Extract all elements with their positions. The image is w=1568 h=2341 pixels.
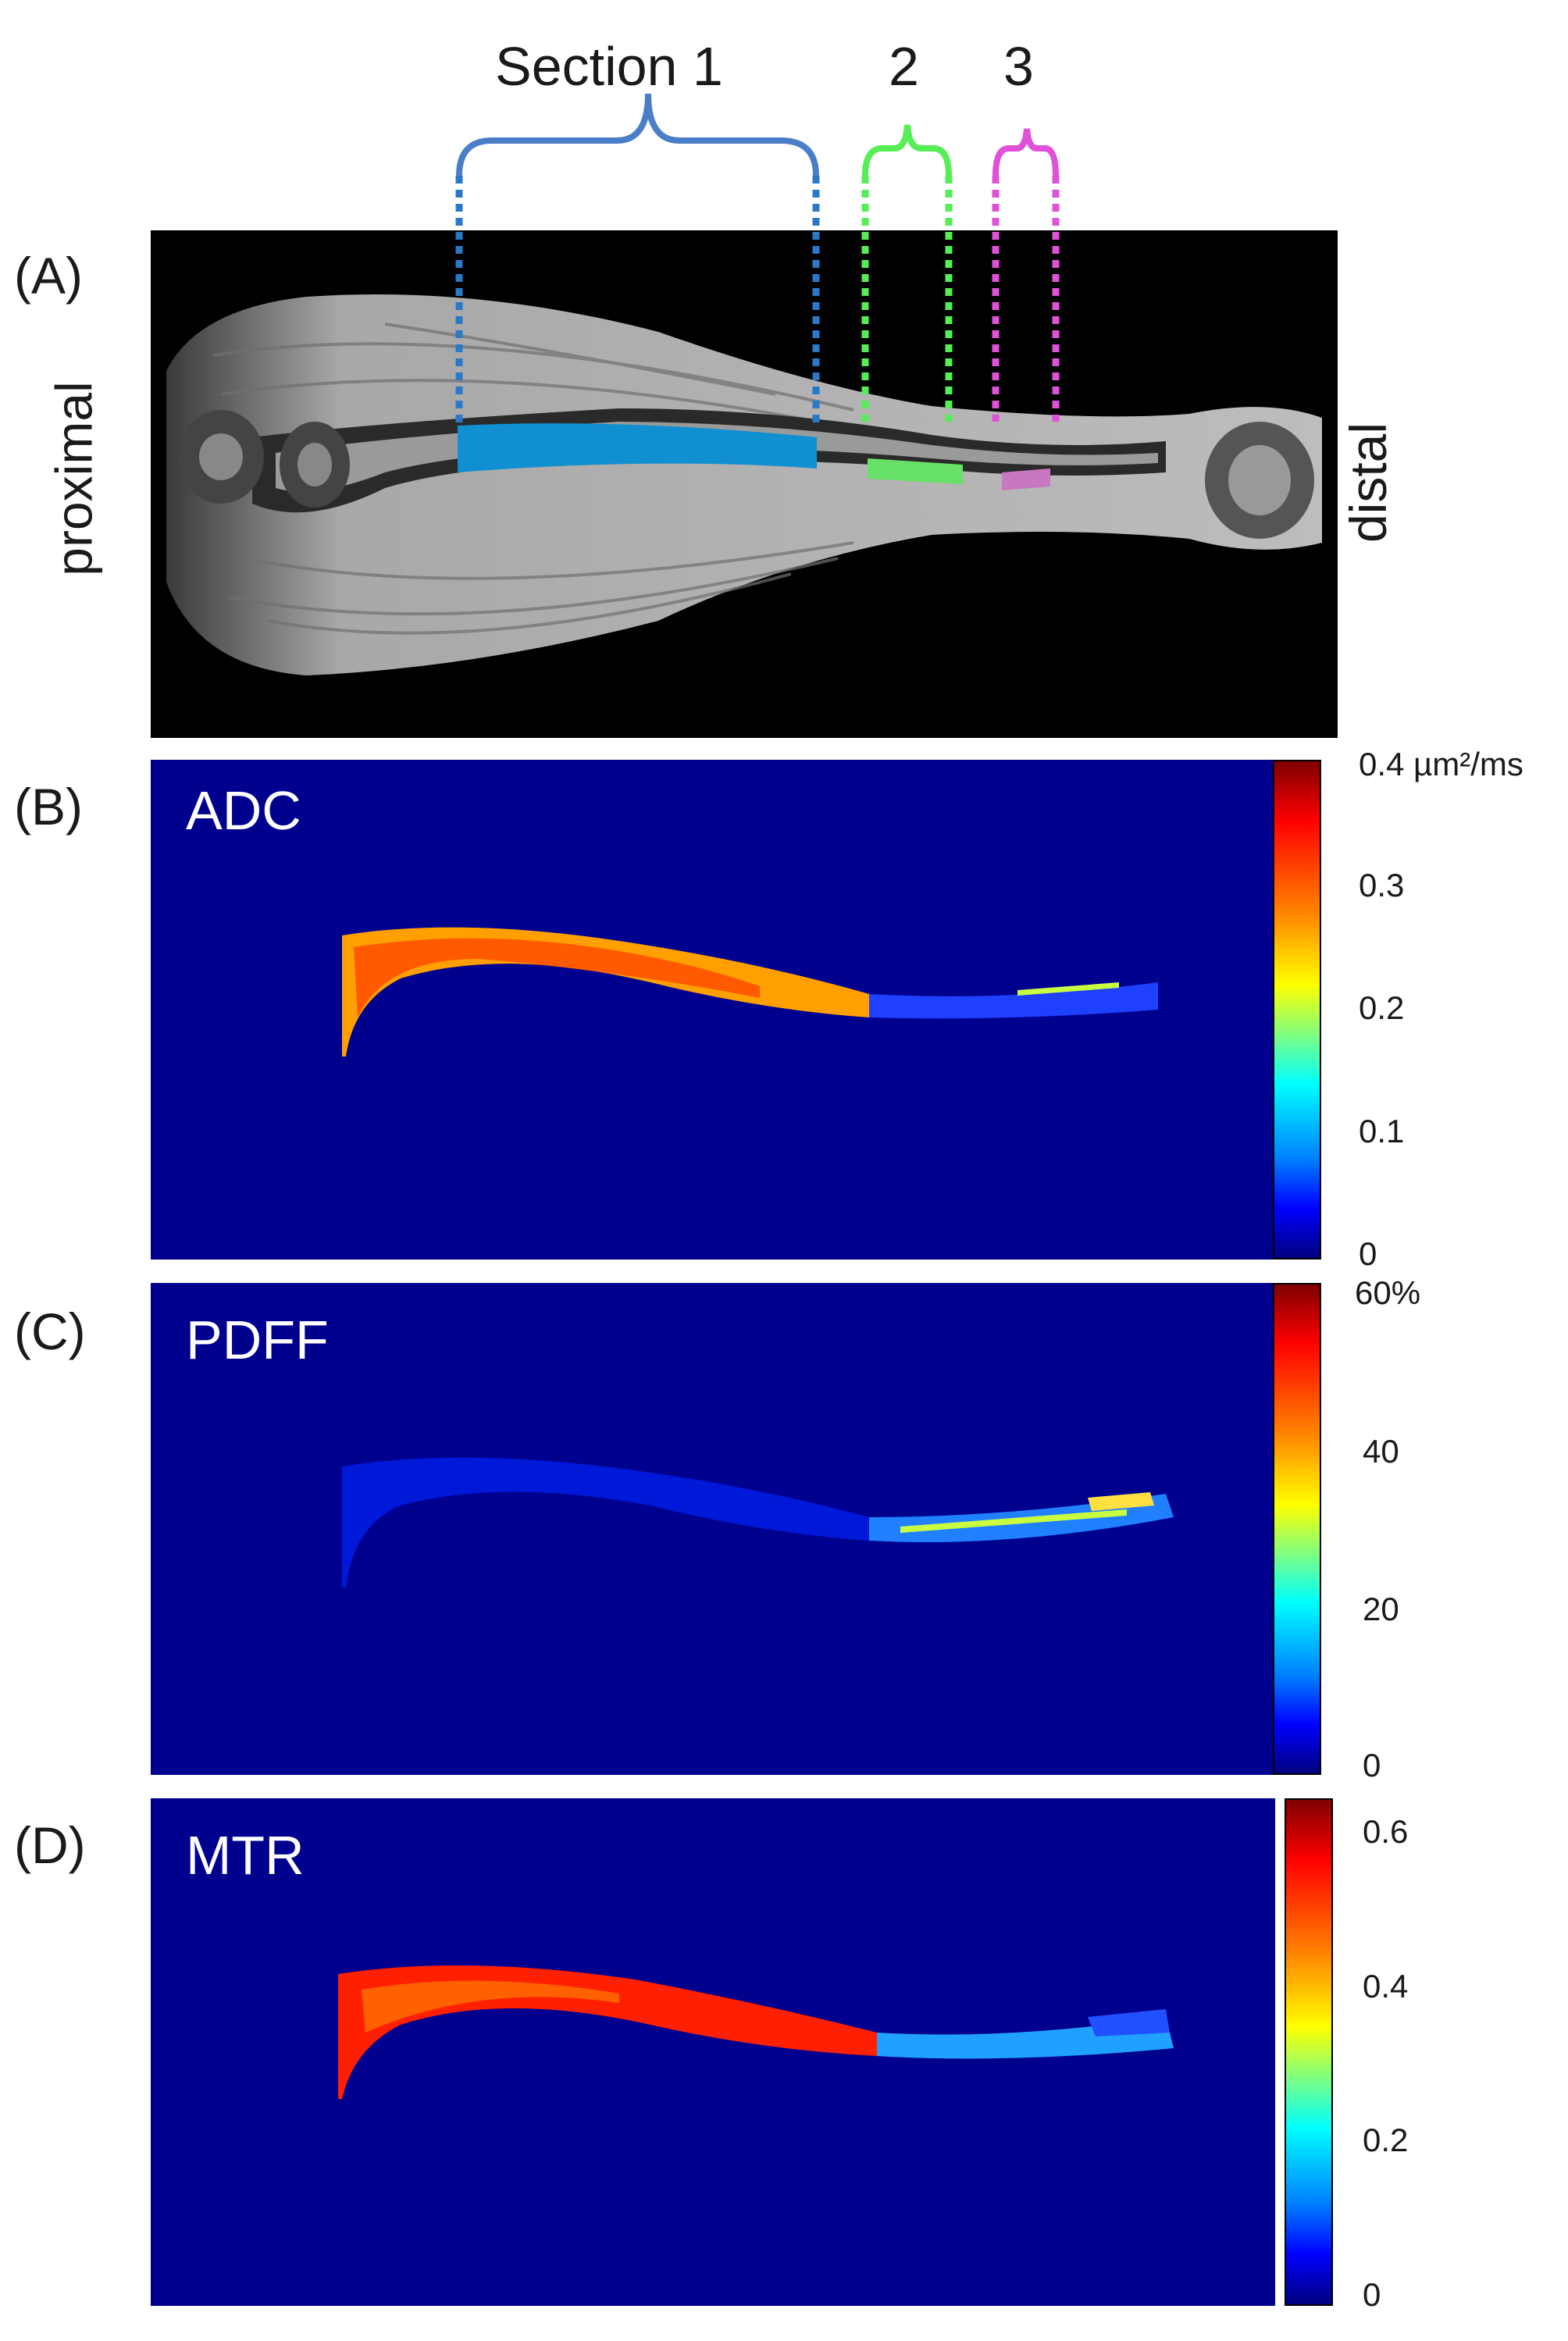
panel-d-letter: (D) <box>14 1816 86 1874</box>
proximal-label: proximal <box>45 381 103 576</box>
mtr-title: MTR <box>186 1825 305 1886</box>
pdff-tick: 20 <box>1363 1591 1399 1627</box>
mtr-tick: 0.2 <box>1363 2122 1409 2158</box>
mri-longitudinal-image <box>151 230 1338 738</box>
pdff-bone-signal <box>342 1457 1174 1587</box>
pdff-tick: 0 <box>1363 1747 1381 1783</box>
section-3-label: 3 <box>1003 36 1034 97</box>
mtr-colorbar <box>1285 1798 1333 2306</box>
mtr-tick: 0 <box>1363 2276 1381 2313</box>
section-guide-lines <box>455 176 1060 426</box>
section-3-roi <box>1002 469 1050 490</box>
mtr-bone-signal <box>338 1965 1174 2099</box>
section-brackets <box>456 93 1059 176</box>
adc-tick-max: 0.4 µm²/ms <box>1359 746 1523 782</box>
mtr-map: MTR <box>151 1798 1275 2306</box>
section-1-roi <box>458 423 817 472</box>
section-2-label: 2 <box>889 36 919 97</box>
pdff-colorbar <box>1273 1283 1321 1775</box>
adc-tick: 0 <box>1359 1235 1377 1272</box>
section-2-brace <box>862 124 952 176</box>
pdff-tick-max: 60% <box>1355 1274 1421 1311</box>
adc-bone-signal <box>342 927 1158 1056</box>
distal-label: distal <box>1339 422 1398 543</box>
pdff-map: PDFF <box>151 1283 1275 1775</box>
panel-b-letter: (B) <box>14 778 83 836</box>
adc-map: ADC <box>151 760 1275 1260</box>
adc-colorbar <box>1273 760 1321 1260</box>
adc-tick: 0.3 <box>1359 867 1405 903</box>
section-3-brace <box>992 128 1059 176</box>
adc-title: ADC <box>186 780 301 841</box>
adc-tick: 0.2 <box>1359 989 1405 1026</box>
panel-c-letter: (C) <box>14 1302 86 1360</box>
panel-a-letter: (A) <box>14 247 83 305</box>
mtr-tick: 0.6 <box>1363 1813 1409 1850</box>
adc-tick: 0.1 <box>1359 1113 1405 1149</box>
pdff-tick: 40 <box>1363 1433 1399 1470</box>
mtr-tick: 0.4 <box>1363 1968 1409 2004</box>
section-2-roi <box>868 458 963 484</box>
section-1-brace <box>456 93 819 176</box>
pdff-title: PDFF <box>186 1309 329 1370</box>
section-1-label: Section 1 <box>495 36 723 97</box>
